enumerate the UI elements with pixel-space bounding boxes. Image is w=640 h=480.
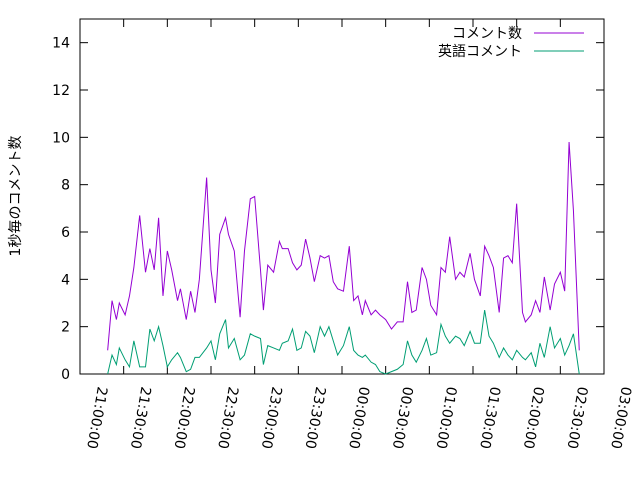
x-tick-label: 01:00:00 xyxy=(432,385,459,450)
x-tick-label: 00:00:00 xyxy=(345,385,372,450)
y-axis-label: 1秒毎のコメント数 xyxy=(8,136,24,257)
line-series xyxy=(107,142,580,351)
legend-label: コメント数 xyxy=(452,26,522,42)
x-tick-label: 02:30:00 xyxy=(563,385,590,450)
x-tick-label: 03:00:00 xyxy=(607,385,634,450)
x-tick-label: 00:30:00 xyxy=(389,385,416,450)
y-tick-label: 10 xyxy=(52,130,70,146)
x-tick-label: 02:00:00 xyxy=(520,385,547,450)
y-tick-label: 2 xyxy=(61,320,70,336)
y-tick-label: 4 xyxy=(61,272,70,288)
x-tick-label: 22:00:00 xyxy=(170,385,197,450)
x-tick-label: 01:30:00 xyxy=(476,385,503,450)
x-tick-label: 22:30:00 xyxy=(214,385,241,450)
legend-label: 英語コメント xyxy=(438,43,522,60)
y-tick-label: 14 xyxy=(52,36,70,52)
x-tick-label: 23:00:00 xyxy=(258,385,285,450)
line-series xyxy=(107,310,580,375)
y-tick-label: 12 xyxy=(52,83,70,99)
x-tick-label: 21:00:00 xyxy=(83,385,110,450)
y-tick-label: 6 xyxy=(61,225,70,241)
x-tick-label: 21:30:00 xyxy=(127,385,154,450)
y-tick-label: 8 xyxy=(61,178,70,194)
x-tick-label: 23:30:00 xyxy=(301,385,328,450)
y-tick-label: 0 xyxy=(61,367,70,383)
